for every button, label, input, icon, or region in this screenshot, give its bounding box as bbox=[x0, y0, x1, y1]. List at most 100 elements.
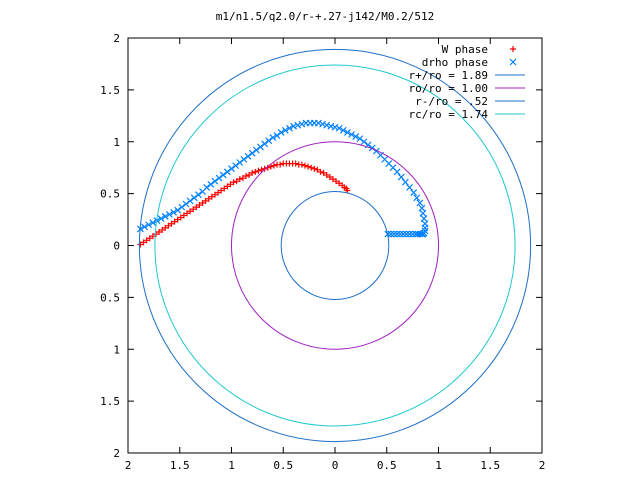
w-phase-point bbox=[246, 171, 253, 178]
drho-phase-point bbox=[244, 152, 252, 160]
drho-phase-point bbox=[182, 200, 190, 208]
w-phase-point bbox=[215, 189, 222, 196]
w-phase-point bbox=[208, 193, 215, 200]
w-phase-point bbox=[236, 176, 243, 183]
drho-phase-point bbox=[420, 215, 428, 222]
w-phase-point bbox=[336, 180, 343, 187]
drho-phase-point bbox=[339, 126, 347, 134]
drho-phase-point bbox=[178, 203, 186, 211]
drho-phase-point bbox=[348, 131, 355, 138]
w-phase-point bbox=[239, 175, 246, 182]
w-phase-point bbox=[227, 181, 234, 188]
drho-phase-point bbox=[315, 119, 322, 127]
drho-phase-point bbox=[387, 230, 395, 238]
w-phase-point bbox=[199, 199, 206, 206]
circle-series-3 bbox=[231, 141, 439, 350]
w-phase-point bbox=[221, 185, 228, 192]
x-tick-label: 1 bbox=[228, 459, 235, 472]
legend-label-3: ro/ro = 1.00 bbox=[409, 82, 488, 95]
drho-phase-point bbox=[211, 177, 219, 185]
drho-phase-point bbox=[240, 155, 248, 163]
w-phase-point bbox=[140, 239, 147, 246]
w-phase-point bbox=[177, 214, 184, 221]
circle-series-4 bbox=[280, 191, 390, 300]
w-phase-point bbox=[143, 237, 150, 244]
w-phase-point bbox=[277, 161, 284, 168]
drho-phase-point bbox=[399, 230, 407, 238]
w-phase-point bbox=[187, 208, 194, 215]
circle-series-2 bbox=[138, 48, 532, 443]
drho-phase-point bbox=[294, 121, 302, 129]
x-tick-label: 2 bbox=[125, 459, 132, 472]
drho-phase-point bbox=[298, 120, 306, 128]
y-tick-label: 1 bbox=[113, 136, 120, 149]
w-phase-point bbox=[242, 172, 249, 179]
legend-label-5: rc/ro = 1.74 bbox=[409, 108, 489, 121]
w-phase-point bbox=[329, 176, 336, 183]
circle-series-5 bbox=[154, 64, 516, 427]
y-tick-label: 1 bbox=[113, 343, 120, 356]
x-tick-label: 0.5 bbox=[273, 459, 293, 472]
drho-phase-point bbox=[390, 230, 398, 238]
drho-phase-point bbox=[157, 215, 165, 222]
w-phase-point bbox=[314, 166, 321, 173]
w-phase-point bbox=[249, 169, 256, 176]
y-tick-label: 1.5 bbox=[100, 84, 120, 97]
drho-phase-point bbox=[273, 132, 281, 139]
x-tick-label: 1 bbox=[435, 459, 442, 472]
drho-phase-point bbox=[412, 230, 420, 238]
chart-title: m1/n1.5/q2.0/r-+.27-j142/M0.2/512 bbox=[216, 10, 435, 23]
drho-phase-point bbox=[161, 213, 169, 220]
drho-phase-point bbox=[319, 120, 327, 128]
drho-phase-point bbox=[281, 126, 289, 134]
w-phase-point bbox=[224, 183, 231, 190]
legend-label-1: drho phase bbox=[422, 56, 488, 69]
drho-phase-point bbox=[149, 219, 157, 227]
drho-phase-point bbox=[409, 230, 417, 238]
w-phase-point bbox=[323, 171, 330, 178]
drho-phase-point bbox=[335, 124, 343, 132]
drho-phase-point bbox=[170, 208, 177, 216]
drho-phase-point bbox=[352, 133, 360, 140]
drho-phase-point bbox=[186, 197, 194, 205]
drho-phase-point bbox=[416, 199, 424, 207]
plot-area bbox=[136, 48, 532, 443]
w-phase-point bbox=[264, 164, 271, 171]
drho-phase-point bbox=[257, 143, 264, 151]
axes: 2 1.5 1 0.5 0 0.5 1 1.5 221.510.500.511.52 bbox=[100, 32, 545, 472]
drho-phase-point bbox=[203, 183, 211, 191]
drho-phase-point bbox=[248, 149, 256, 157]
w-phase-point bbox=[252, 168, 259, 175]
drho-phase-point bbox=[174, 206, 182, 214]
w-phase-point bbox=[152, 231, 159, 238]
w-phase-point bbox=[202, 197, 209, 204]
drho-phase-point bbox=[393, 168, 401, 176]
legend-label-4: r-/ro = .52 bbox=[415, 95, 488, 108]
drho-phase-point bbox=[396, 230, 404, 238]
drho-phase-point bbox=[277, 128, 285, 136]
w-phase-point bbox=[168, 220, 175, 227]
w-phase-point bbox=[301, 162, 308, 169]
drho-phase-point bbox=[269, 134, 277, 142]
drho-phase-point bbox=[190, 194, 198, 202]
drho-phase-point bbox=[410, 189, 418, 197]
drho-phase-point bbox=[228, 165, 235, 173]
w-phase-point bbox=[156, 229, 163, 236]
drho-phase-point bbox=[141, 223, 148, 231]
drho-phase-point bbox=[414, 230, 422, 238]
drho-phase-point bbox=[397, 173, 405, 181]
w-phase-point bbox=[308, 164, 315, 171]
drho-phase-point bbox=[356, 135, 364, 143]
drho-phase-point bbox=[406, 183, 413, 191]
drho-phase-point bbox=[286, 124, 293, 132]
w-phase-point bbox=[146, 235, 153, 242]
drho-phase-point bbox=[402, 230, 410, 238]
y-tick-label: 0 bbox=[113, 240, 120, 253]
w-phase-point bbox=[255, 167, 262, 174]
x-tick-label: 1.5 bbox=[170, 459, 190, 472]
drho-phase-point bbox=[401, 178, 409, 186]
w-phase-point bbox=[180, 212, 187, 219]
w-phase-point bbox=[193, 204, 200, 211]
y-tick-label: 0.5 bbox=[100, 188, 120, 201]
